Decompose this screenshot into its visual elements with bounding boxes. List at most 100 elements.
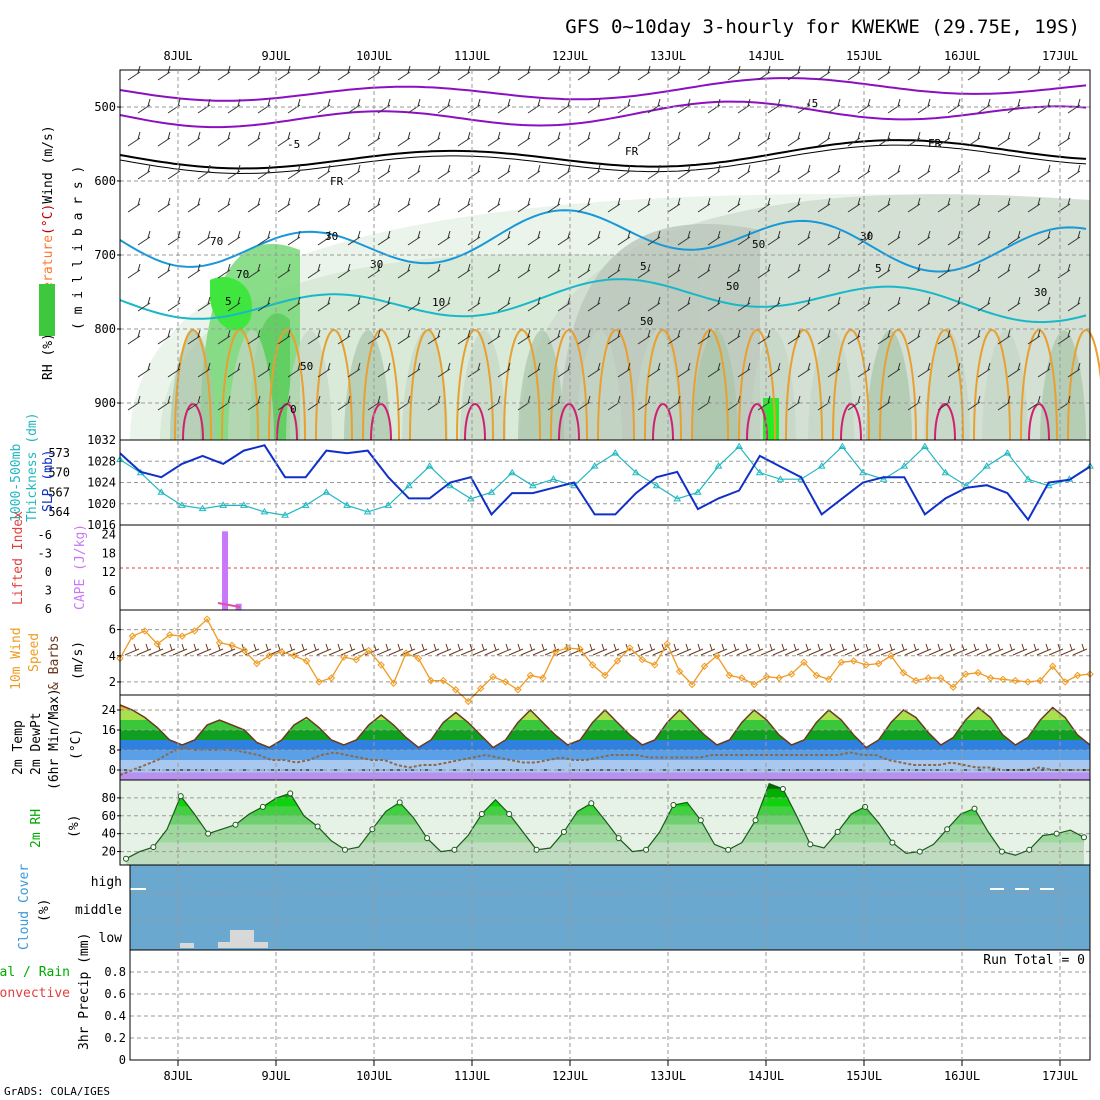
- wind-point-54: [787, 670, 796, 678]
- wind-barb-1-0: [137, 98, 151, 114]
- wind-point-64: [912, 676, 920, 685]
- temp-band-4: [120, 730, 1090, 740]
- li-tick-3: 3: [45, 584, 52, 598]
- surface-barb-43: [640, 643, 656, 656]
- precip-label-convective: Convective: [0, 986, 70, 1001]
- temp-shading: [120, 705, 1090, 780]
- wind-barb-3-16: [617, 164, 631, 180]
- wind-barb-8-13: [517, 329, 531, 345]
- wind-barb-5-3: [227, 230, 241, 246]
- precip-tick-2: 0.4: [104, 1009, 126, 1023]
- wind-barb-2-22: [787, 131, 801, 147]
- wind-barb-9-20: [737, 362, 751, 378]
- wind-barb-1-17: [647, 98, 661, 114]
- rh-point-60: [944, 826, 951, 833]
- wind-barb-4-17: [637, 197, 651, 213]
- wind-barb-4-23: [817, 197, 831, 213]
- temp-band-2: [120, 750, 1090, 760]
- wind-barb-9-22: [797, 362, 811, 378]
- wind-point-16: [315, 678, 323, 686]
- thickness-point-16: [446, 481, 455, 489]
- wind-barb-6-20: [727, 263, 741, 279]
- rh-point-32: [560, 828, 567, 835]
- surface-barb-56: [796, 643, 812, 656]
- thickness-point-6: [239, 501, 248, 508]
- x-tick-bottom-12JUL: 12JUL: [552, 1069, 588, 1083]
- wind-barb-5-26: [917, 230, 931, 246]
- wind-barb-3-14: [557, 164, 571, 180]
- contour-20c-10: [652, 402, 674, 441]
- wind-barb-1-9: [407, 98, 421, 114]
- wind-barb-1-11: [467, 98, 481, 114]
- rh-point-36: [615, 835, 622, 842]
- wind-barb-1-12: [497, 98, 511, 114]
- surface-barb-50: [724, 643, 740, 656]
- wind-speed-line: [119, 618, 1091, 703]
- wind-barb-9-15: [587, 362, 601, 378]
- wind-point-76: [1061, 678, 1069, 686]
- wind-tick-2: 2: [109, 675, 116, 689]
- wind-barb-10-1: [157, 395, 171, 411]
- wind-point-9: [228, 641, 236, 650]
- contour-15c-10: [644, 328, 682, 441]
- wind-barb-2-14: [547, 131, 561, 147]
- wind-point-4: [166, 631, 174, 639]
- surface-barb-71: [976, 643, 992, 656]
- wind-point-6: [190, 627, 199, 635]
- wind-point-69: [974, 669, 982, 677]
- wind-barb-7-27: [947, 296, 961, 312]
- cloud-label-1: Cloud Cover: [17, 864, 32, 950]
- wind-barb-9-28: [977, 362, 991, 378]
- rh-tick-20: 20: [102, 845, 116, 859]
- rh-point-28: [506, 811, 513, 817]
- wind-barb-5-12: [497, 230, 511, 246]
- wind-grid: [120, 629, 1090, 683]
- wind-point-48: [713, 652, 721, 660]
- wind-barb-6-16: [607, 263, 621, 279]
- wind-barb-7-0: [137, 296, 151, 312]
- surface-barb-0: [124, 643, 140, 656]
- wind-barb-1-15: [587, 98, 601, 114]
- wind-barb-3-6: [317, 164, 331, 180]
- thickness-point-14: [405, 481, 413, 489]
- surface-barb-39: [592, 643, 608, 656]
- surface-barb-31: [496, 643, 512, 656]
- thickness-point-4: [198, 504, 207, 512]
- temp-tick-0: 0: [109, 763, 116, 777]
- wind-barb-6-30: [1027, 263, 1041, 279]
- surface-barb-4: [172, 643, 188, 656]
- surface-barb-76: [1036, 643, 1052, 656]
- wind-barb-4-1: [157, 197, 171, 213]
- wind-barb-2-24: [847, 131, 861, 147]
- wind-point-57: [825, 675, 833, 684]
- wind-barb-5-11: [467, 230, 481, 246]
- wind-barb-5-18: [677, 230, 691, 246]
- x-tick-bottom-8JUL: 8JUL: [164, 1069, 193, 1083]
- wind-barb-7-30: [1037, 296, 1051, 312]
- wind-point-49: [725, 671, 734, 680]
- wind-barb-2-29: [997, 131, 1011, 147]
- temp-tick-8: 8: [109, 743, 116, 757]
- rh-point-48: [779, 785, 786, 792]
- surface-barb-16: [316, 643, 332, 656]
- run-total: Run Total = 0: [983, 953, 1085, 968]
- wind-point-46: [688, 680, 696, 689]
- wind-barb-2-13: [517, 131, 531, 147]
- wind-barb-7-19: [707, 296, 721, 312]
- wind-barb-5-2: [197, 230, 211, 246]
- thickness-point-29: [714, 462, 723, 469]
- x-tick-bottom-10JUL: 10JUL: [356, 1069, 392, 1083]
- wind-barb-10-11: [457, 395, 471, 411]
- wind-barb-8-10: [427, 329, 441, 345]
- contour-15c-18: [1020, 328, 1058, 441]
- wind-barb-7-24: [857, 296, 871, 312]
- contour-minus5-lower: [119, 100, 1087, 129]
- thickness-tick-570: 570: [48, 466, 70, 480]
- wind-barb-8-28: [967, 329, 981, 345]
- wind-barb-9-6: [317, 362, 331, 378]
- wind-barb-8-19: [697, 329, 711, 345]
- wind-barb-1-22: [797, 98, 811, 114]
- wind-barb-8-7: [337, 329, 351, 345]
- wind-barb-3-3: [227, 164, 241, 180]
